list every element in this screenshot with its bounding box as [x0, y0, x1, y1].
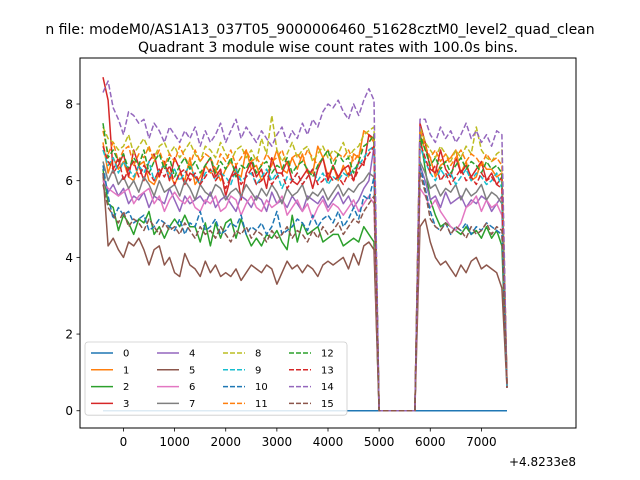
x-tick-label: 3000: [262, 435, 293, 449]
chart-title: Quadrant 3 module wise count rates with …: [138, 40, 518, 56]
y-tick-label: 2: [65, 328, 73, 342]
series-line-10: [102, 164, 508, 412]
legend-label-13: 13: [321, 365, 334, 376]
x-tick-label: 4000: [313, 435, 344, 449]
series-line-11: [102, 130, 508, 412]
y-tick-label: 6: [65, 174, 73, 188]
series-line-14: [102, 80, 508, 412]
legend-label-10: 10: [255, 382, 268, 393]
y-tick-label: 4: [65, 251, 73, 265]
legend-label-2: 2: [123, 382, 129, 393]
legend-label-0: 0: [123, 349, 129, 360]
legend-label-15: 15: [321, 399, 334, 410]
series-line-15: [102, 172, 508, 412]
legend-box: [84, 341, 348, 416]
x-tick-label: 7000: [466, 435, 497, 449]
series-line-7: [102, 160, 508, 412]
legend-label-8: 8: [255, 349, 261, 360]
series-line-8: [102, 114, 508, 412]
y-tick-label: 8: [65, 98, 73, 112]
x-tick-label: 0: [120, 435, 128, 449]
legend-label-4: 4: [189, 349, 195, 360]
y-axis: 0 2 4 6 8: [65, 98, 80, 418]
series-line-13: [102, 141, 508, 412]
series-layer: [102, 77, 508, 412]
series-line-5: [102, 172, 508, 412]
x-axis: 0 1000 2000 3000 4000 5000 6000 7000: [120, 428, 497, 449]
series-line-6: [102, 180, 508, 412]
legend-label-3: 3: [123, 399, 129, 410]
legend-label-11: 11: [255, 399, 268, 410]
legend-label-12: 12: [321, 349, 334, 360]
legend-label-1: 1: [123, 365, 129, 376]
series-line-4: [102, 145, 508, 412]
series-line-2: [102, 133, 508, 412]
x-tick-label: 1000: [159, 435, 190, 449]
legend-label-9: 9: [255, 365, 261, 376]
x-tick-label: 2000: [210, 435, 241, 449]
x-tick-label: 6000: [415, 435, 446, 449]
legend-label-14: 14: [321, 382, 334, 393]
legend-label-7: 7: [189, 399, 195, 410]
series-line-9: [102, 145, 508, 412]
figure-suptitle: n file: modeM0/AS1A13_037T05_9000006460_…: [45, 22, 594, 38]
legend-label-5: 5: [189, 365, 195, 376]
y-tick-label: 0: [65, 404, 73, 418]
legend-label-6: 6: [189, 382, 195, 393]
x-offset-label: +4.8233e8: [509, 455, 576, 469]
series-line-12: [102, 123, 508, 412]
x-tick-label: 5000: [364, 435, 395, 449]
